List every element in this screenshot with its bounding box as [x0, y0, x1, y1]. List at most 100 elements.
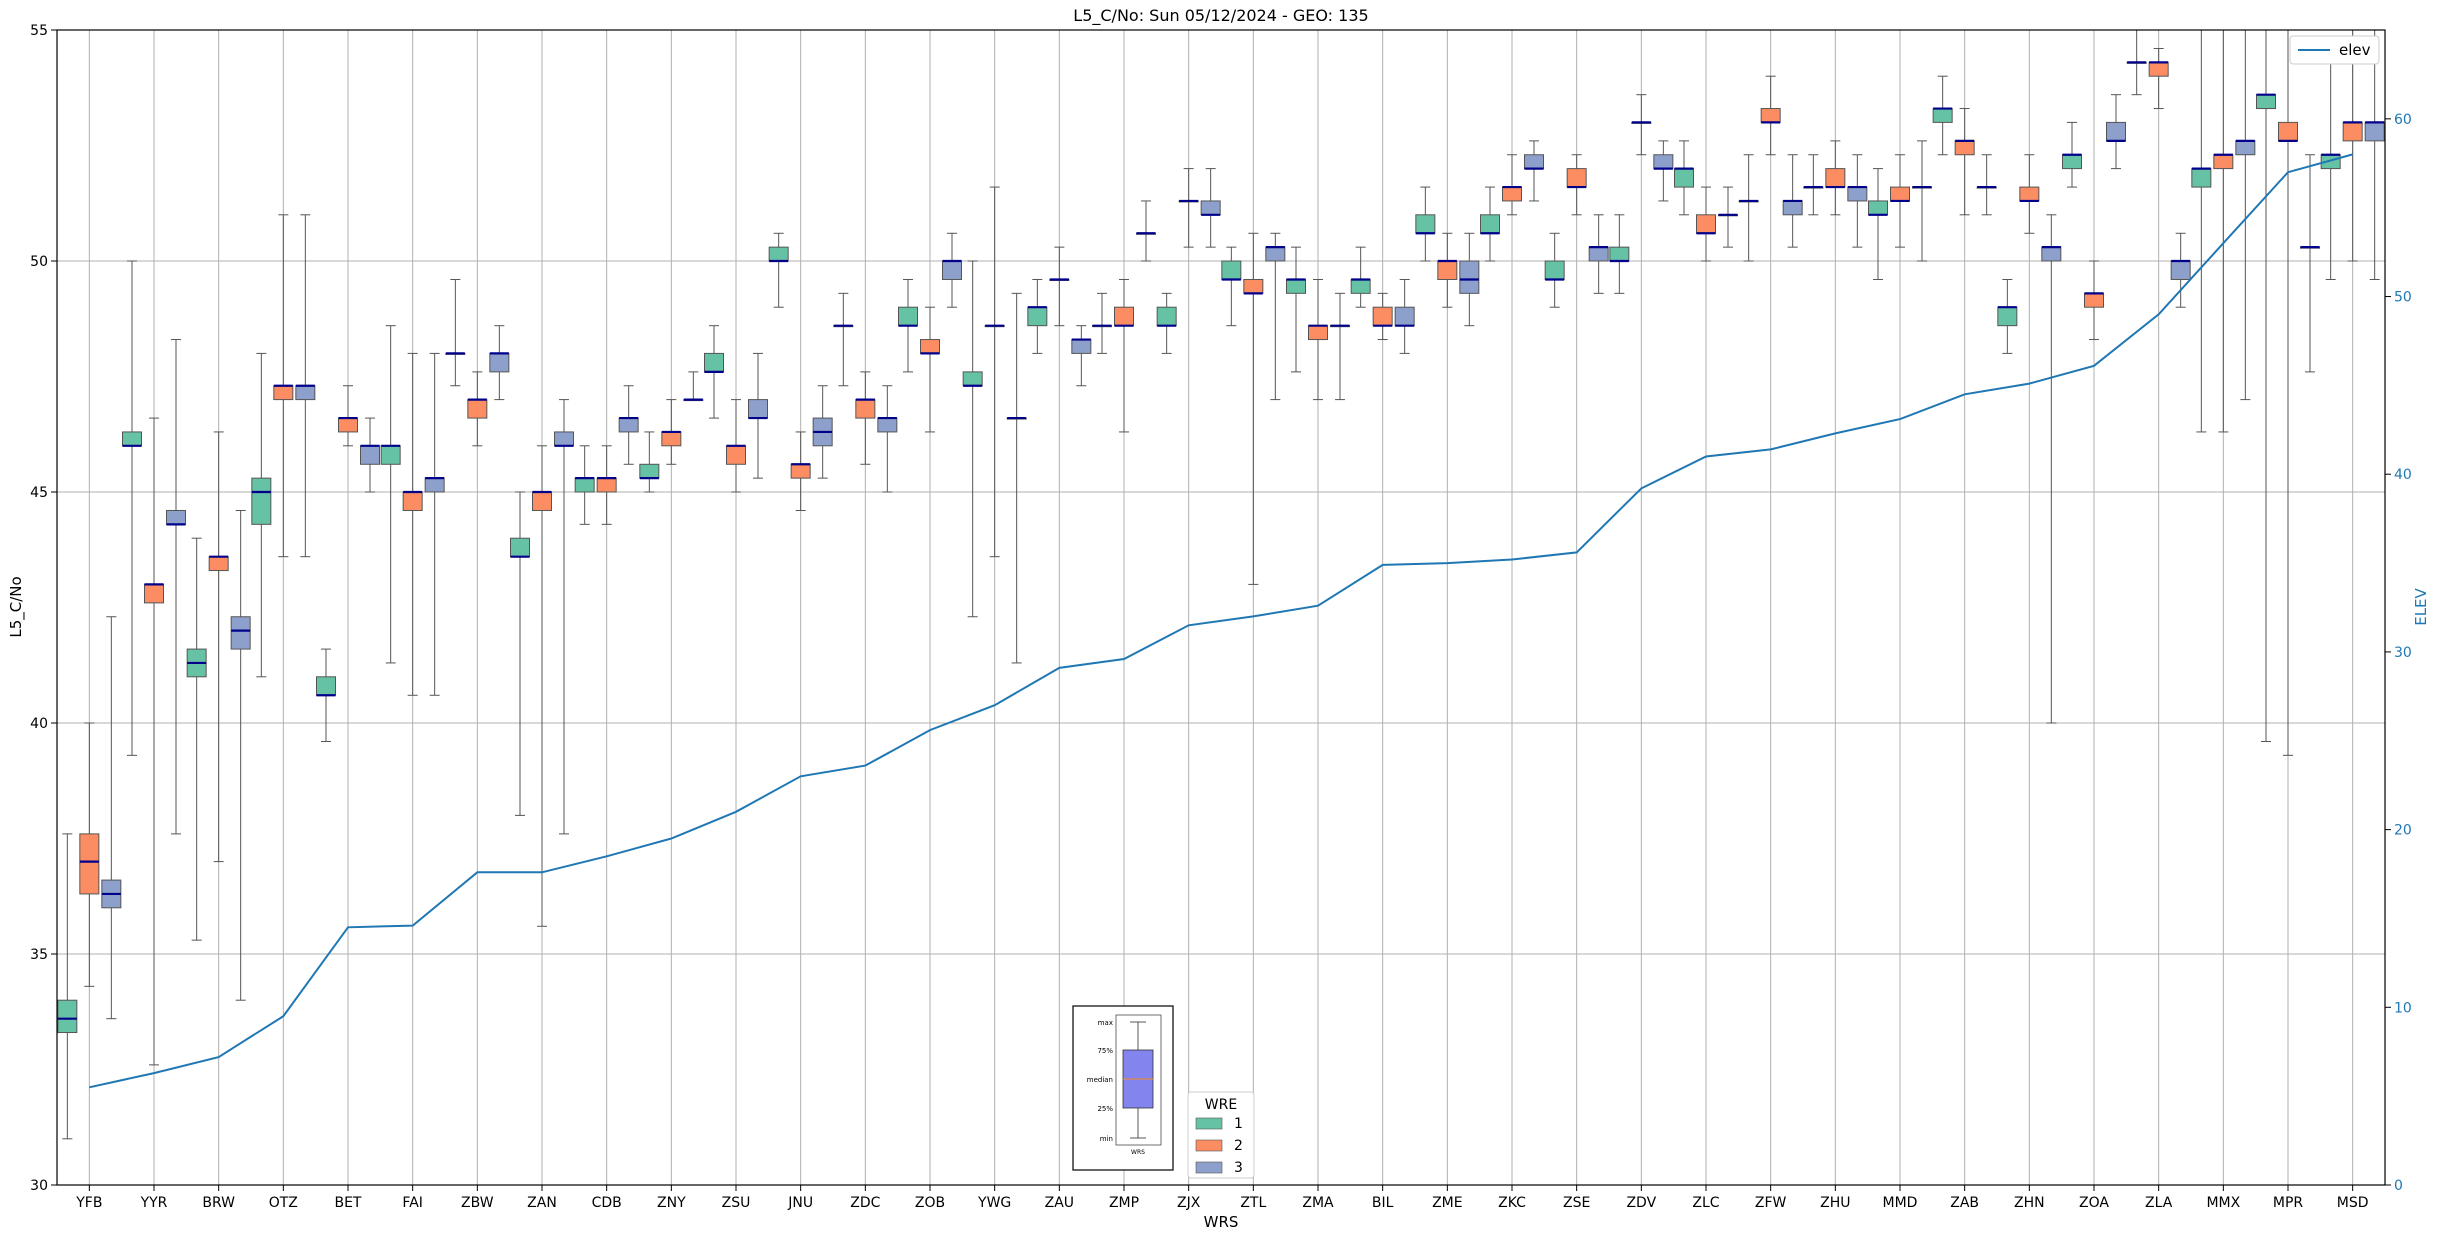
- box-bil-wre3: [1394, 278, 1415, 354]
- key-label-max: max: [1098, 1019, 1113, 1027]
- x-tick-label: YWG: [977, 1195, 1011, 1211]
- iqr-box: [2213, 154, 2234, 170]
- box-mpr-wre1: [2256, 29, 2276, 742]
- iqr-box: [380, 445, 401, 465]
- box-zdc-wre1: [833, 292, 854, 387]
- iqr-box: [1350, 278, 1371, 294]
- box-zfw-wre3: [1782, 154, 1803, 248]
- iqr-box: [596, 477, 617, 493]
- iqr-box: [1502, 186, 1522, 202]
- line-legend-label: elev: [2339, 41, 2371, 59]
- x-tick-label: ZAU: [1045, 1195, 1074, 1211]
- elevation-line-layer: [89, 153, 2353, 1089]
- iqr-box: [1114, 306, 1134, 327]
- box-zoa-wre3: [2106, 94, 2126, 170]
- iqr-box: [962, 371, 983, 387]
- iqr-box: [79, 833, 100, 895]
- iqr-box: [2084, 292, 2104, 308]
- iqr-box: [1782, 200, 1803, 216]
- iqr-box: [1653, 154, 1674, 170]
- key-label-median: median: [1087, 1076, 1113, 1084]
- box-zoa-wre2: [2084, 260, 2104, 341]
- box-bet-wre3: [360, 417, 380, 493]
- iqr-box: [2364, 121, 2385, 142]
- x-tick-label: ZDC: [850, 1195, 880, 1211]
- box-zse-wre2: [1566, 154, 1587, 216]
- iqr-box: [532, 491, 552, 511]
- box-yyr-wre1: [122, 260, 142, 756]
- iqr-box: [855, 399, 876, 419]
- box-bet-wre1: [316, 648, 336, 742]
- box-zdv-wre1: [1609, 214, 1630, 294]
- x-tick-label: ZAB: [1950, 1195, 1979, 1211]
- box-cdb-wre3: [618, 385, 639, 465]
- box-brw-wre2: [208, 431, 229, 863]
- key-label-min: min: [1100, 1135, 1113, 1143]
- iqr-box: [144, 583, 164, 604]
- box-zkc-wre1: [1480, 186, 1500, 262]
- iqr-box: [2148, 61, 2169, 77]
- iqr-box: [1027, 306, 1048, 327]
- box-mpr-wre3: [2300, 154, 2320, 373]
- iqr-box: [208, 556, 229, 572]
- iqr-box: [1609, 246, 1630, 262]
- box-zan-wre3: [554, 399, 574, 835]
- iqr-box: [1868, 200, 1888, 216]
- box-zmp-wre1: [1092, 292, 1112, 354]
- iqr-box: [1071, 339, 1092, 354]
- box-zjx-wre3: [1200, 168, 1221, 248]
- box-otz-wre3: [295, 214, 316, 558]
- box-zhu-wre2: [1825, 140, 1846, 216]
- x-tick-label: ZMP: [1109, 1195, 1139, 1211]
- box-yfb-wre1: [57, 833, 78, 1140]
- iqr-box: [489, 352, 510, 373]
- x-tick-label: CDB: [592, 1195, 622, 1211]
- iqr-box: [748, 399, 768, 419]
- box-zoa-wre1: [2062, 121, 2082, 188]
- y-tick-label: 50: [30, 254, 48, 270]
- iqr-box: [1308, 325, 1328, 341]
- iqr-box: [2170, 260, 2191, 280]
- box-zla-wre2: [2148, 47, 2169, 110]
- x-tick-label: ZHN: [2014, 1195, 2045, 1211]
- wre-legend-title: WRE: [1205, 1097, 1237, 1113]
- iqr-box: [1674, 168, 1694, 188]
- iqr-box: [230, 616, 251, 650]
- x-tick-label: ZSE: [1563, 1195, 1590, 1211]
- iqr-box: [2278, 121, 2298, 142]
- x-tick-label: ZTL: [1240, 1195, 1266, 1211]
- box-jnu-wre3: [812, 385, 833, 479]
- box-jnu-wre1: [768, 232, 789, 308]
- box-zdv-wre3: [1653, 140, 1674, 202]
- box-zab-wre1: [1932, 75, 1953, 156]
- iqr-box: [251, 477, 272, 525]
- box-mmd-wre3: [1912, 140, 1932, 262]
- box-zau-wre1: [1027, 278, 1048, 354]
- iqr-box: [1156, 306, 1177, 327]
- box-zmp-wre2: [1114, 278, 1134, 433]
- box-zhu-wre1: [1803, 154, 1824, 216]
- iqr-box: [424, 477, 445, 493]
- box-yfb-wre2: [79, 722, 100, 987]
- iqr-box: [467, 399, 488, 419]
- key-label-q1: 25%: [1097, 1105, 1113, 1113]
- box-zse-wre3: [1588, 214, 1609, 294]
- box-zsu-wre2: [726, 399, 746, 493]
- x-tick-label: FAI: [402, 1195, 422, 1211]
- x-tick-label: ZBW: [461, 1195, 494, 1211]
- iqr-box: [166, 509, 186, 525]
- y2-axis-label: ELEV: [2412, 587, 2430, 625]
- box-zme-wre3: [1459, 232, 1480, 327]
- x-tick-label: MPR: [2273, 1195, 2304, 1211]
- x-tick-label: ZOB: [915, 1195, 945, 1211]
- iqr-box: [2106, 121, 2126, 142]
- iqr-box: [1997, 306, 2018, 327]
- iqr-box: [2342, 121, 2363, 142]
- iqr-box: [1696, 214, 1716, 234]
- box-zkc-wre2: [1502, 154, 1522, 216]
- x-tick-label: ZKC: [1498, 1195, 1526, 1211]
- box-zlc-wre1: [1674, 140, 1694, 216]
- y2-tick-label: 60: [2394, 112, 2412, 128]
